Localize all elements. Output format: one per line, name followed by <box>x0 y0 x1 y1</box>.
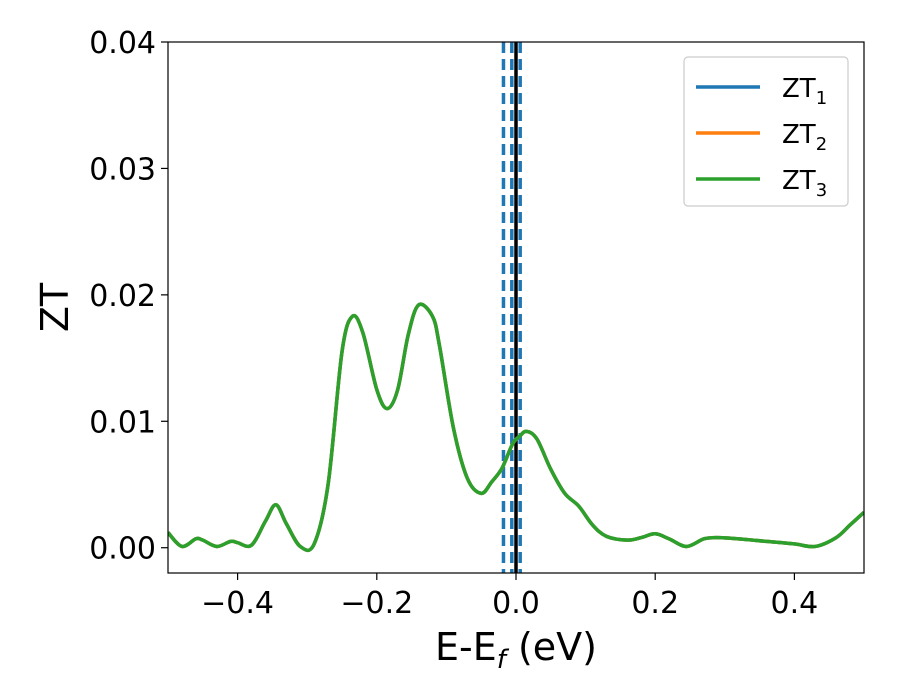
y-axis-label: ZT <box>33 282 77 332</box>
legend-label-zt2: ZT2 <box>782 120 827 155</box>
x-tick-label: 0.4 <box>771 586 819 621</box>
x-tick-label: −0.4 <box>201 586 274 621</box>
legend-box <box>683 56 849 207</box>
y-tick-label: 0.03 <box>89 152 156 187</box>
series-line-zt3 <box>168 302 864 553</box>
x-axis-label: E-Ef (eV) <box>435 625 597 675</box>
legend-label-zt1: ZT1 <box>782 74 827 109</box>
y-tick-label: 0.02 <box>89 279 156 314</box>
x-tick-label: −0.2 <box>340 586 413 621</box>
y-tick-label: 0.00 <box>89 532 156 567</box>
x-tick-label: 0.0 <box>492 586 540 621</box>
legend-label-zt3: ZT3 <box>782 166 827 201</box>
x-tick-label: 0.2 <box>631 586 679 621</box>
y-tick-label: 0.04 <box>89 26 156 61</box>
y-tick-label: 0.01 <box>89 405 156 440</box>
